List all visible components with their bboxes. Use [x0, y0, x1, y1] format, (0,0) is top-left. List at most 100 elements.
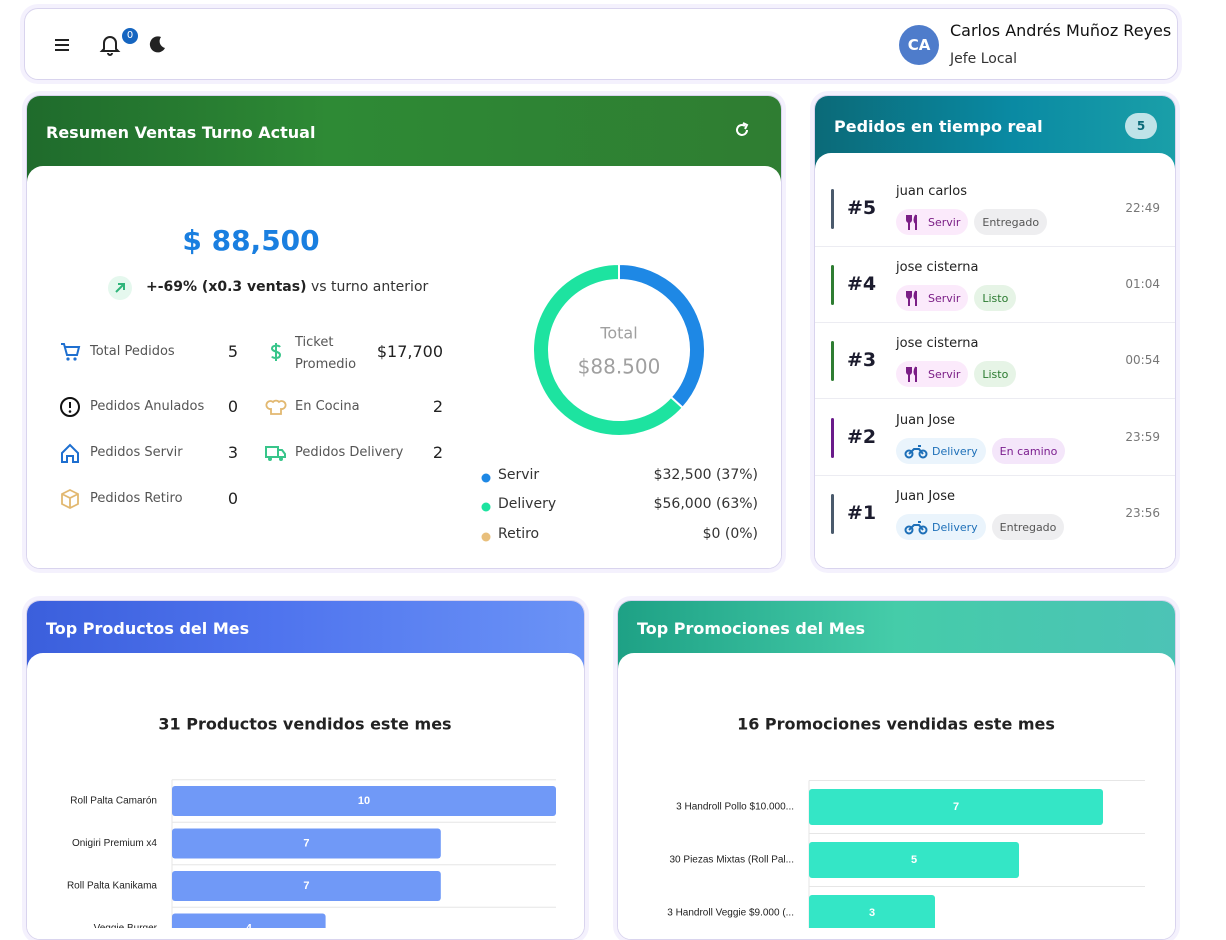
bar	[172, 913, 326, 928]
change-suffix: vs turno anterior	[310, 279, 429, 295]
donut-segment	[532, 262, 685, 437]
order-type: Servir	[896, 285, 969, 311]
customer: juan carlos	[896, 184, 967, 199]
user-role: Jefe Local	[950, 51, 1018, 67]
bar-value-label: 4	[246, 922, 253, 928]
theme-toggle[interactable]	[147, 34, 167, 54]
customer: jose cisterna	[896, 336, 979, 351]
legend-dot	[481, 532, 491, 542]
order-time: 22:49	[1125, 201, 1160, 215]
change: +-69% (x0.3 ventas) vs turno anterior	[146, 279, 428, 295]
dollar-icon	[270, 343, 282, 361]
order-type: Delivery	[896, 438, 986, 464]
order-tags: Delivery Entregado	[896, 514, 1065, 540]
refresh-button[interactable]	[733, 121, 751, 139]
notifications-button[interactable]	[99, 33, 121, 57]
card-title: Top Promociones del Mes	[637, 619, 866, 638]
order-type: Servir	[896, 361, 969, 387]
top-bar: 0 CA Carlos Andrés Muñoz Reyes Jefe Loca…	[24, 8, 1178, 80]
bar-value-label: 7	[303, 837, 309, 849]
orders-card: Pedidos en tiempo real 5 #5 juan carlos …	[814, 95, 1176, 569]
legend-value: $56,000 (63%)	[654, 496, 758, 512]
stat-value: 0	[227, 489, 238, 508]
order-type: Servir	[896, 209, 969, 235]
chart-title: 31 Productos vendidos este mes	[158, 715, 451, 734]
bar	[809, 842, 1019, 878]
legend-value: $32,500 (37%)	[654, 467, 758, 483]
order-number: #5	[847, 197, 877, 219]
card-title: Resumen Ventas Turno Actual	[46, 123, 316, 142]
bar	[172, 871, 441, 901]
order-status: En camino	[991, 438, 1066, 464]
order-status: Entregado	[991, 514, 1065, 540]
stat-value: 3	[227, 443, 238, 462]
category-label: Roll Palta Camarón	[70, 796, 157, 807]
order-tags: Delivery En camino	[896, 438, 1066, 464]
order-row[interactable]: #4 jose cisterna Servir Listo 01:04	[815, 247, 1175, 323]
category-label: 3 Handroll Pollo $10.000...	[676, 802, 794, 813]
stat-label: Pedidos Delivery	[295, 445, 404, 460]
status-accent	[831, 494, 834, 534]
order-status: Listo	[974, 361, 1017, 387]
order-type-label: Delivery	[932, 444, 978, 458]
stat-label: En Cocina	[295, 399, 360, 414]
card-body: #5 juan carlos Servir Entregado 22:49 #4…	[815, 153, 1175, 568]
card-title: Pedidos en tiempo real	[834, 117, 1043, 136]
stat-label: Pedidos Servir	[90, 445, 183, 460]
sales-card: Resumen Ventas Turno Actual $ 88,500 +-6…	[26, 95, 782, 569]
user-name: Carlos Andrés Muñoz Reyes	[950, 21, 1172, 40]
stat-value: 2	[432, 443, 443, 462]
order-number: #3	[847, 349, 877, 371]
status-accent	[831, 418, 834, 458]
stat-label: Total Pedidos	[90, 344, 175, 359]
order-row[interactable]: #1 Juan Jose Delivery Entregado 23:56	[815, 476, 1175, 552]
card-title: Top Productos del Mes	[46, 619, 250, 638]
donut-center-value: $88.500	[578, 355, 661, 379]
stat-value: $17,700	[376, 342, 443, 361]
order-status: Entregado	[974, 209, 1048, 235]
legend-label: Servir	[498, 467, 539, 483]
status-accent	[831, 341, 834, 381]
fork-knife-icon	[906, 214, 917, 230]
order-type-label: Servir	[928, 291, 961, 305]
motorbike-icon	[904, 521, 928, 535]
legend-label: Retiro	[498, 526, 539, 542]
bar	[809, 895, 935, 928]
order-time: 23:59	[1125, 430, 1160, 444]
legend-dot	[481, 502, 491, 512]
stat-label: Ticket Promedio	[295, 335, 357, 372]
bar	[172, 828, 441, 859]
stat-value: 0	[227, 397, 238, 416]
bar-value-label: 7	[303, 880, 309, 892]
legend-value: $0 (0%)	[703, 526, 758, 542]
category-label: Veggie Burger	[94, 923, 158, 928]
category-label: 3 Handroll Veggie $9.000 (...	[667, 908, 794, 919]
order-type-label: Servir	[928, 215, 961, 229]
bar-value-label: 3	[869, 907, 875, 919]
motorbike-icon	[904, 445, 928, 459]
order-status: Listo	[974, 285, 1017, 311]
card-body	[27, 166, 781, 568]
order-tags: Servir Entregado	[896, 209, 1048, 235]
menu-button[interactable]	[53, 35, 73, 55]
order-number: #4	[847, 273, 877, 295]
legend-label: Delivery	[498, 496, 556, 512]
order-tags: Servir Listo	[896, 285, 1017, 311]
order-row[interactable]: #5 juan carlos Servir Entregado 22:49	[815, 171, 1175, 247]
order-number: #1	[847, 502, 877, 524]
home-icon	[61, 443, 79, 463]
order-type: Delivery	[896, 514, 986, 540]
status-accent	[831, 189, 834, 229]
order-type-label: Servir	[928, 367, 961, 381]
order-tags: Servir Listo	[896, 361, 1017, 387]
order-type-label: Delivery	[932, 520, 978, 534]
order-number: #2	[847, 426, 877, 448]
order-row[interactable]: #2 Juan Jose Delivery En camino 23:59	[815, 400, 1175, 476]
bar	[172, 786, 556, 816]
truck-icon	[265, 446, 286, 461]
avatar[interactable]: CA	[899, 25, 939, 65]
fork-knife-icon	[906, 366, 917, 382]
order-row[interactable]: #3 jose cisterna Servir Listo 00:54	[815, 323, 1175, 399]
